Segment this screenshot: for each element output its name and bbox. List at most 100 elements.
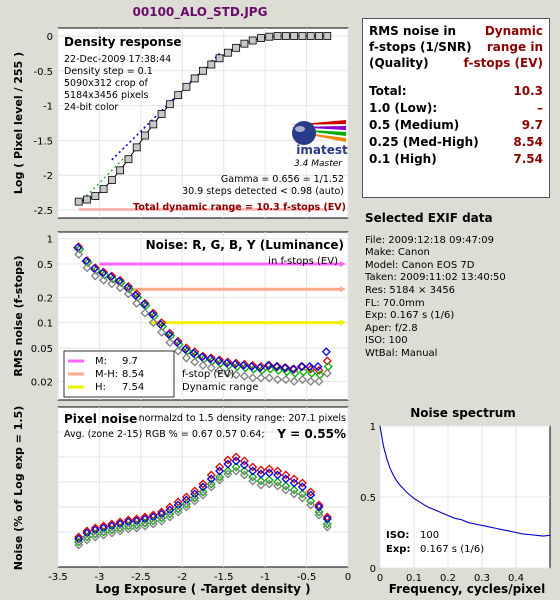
pixel-point-b <box>223 459 233 469</box>
noise-point-b <box>98 268 108 278</box>
density-grid <box>57 28 349 218</box>
pixel-point-y <box>90 532 100 542</box>
pixel-noise-panel: -3.5 -3 -2.5 -2 -1.5 -1 -0.5 0 Pixel noise norm… <box>12 406 351 596</box>
pixel-x-tick-label: -2 <box>177 572 187 583</box>
pixel-point-r <box>273 466 283 476</box>
table-header-row-1: f-stops (1/SNR) range in <box>369 39 543 55</box>
pixel-title: Pixel noise <box>64 412 137 426</box>
pixel-point-g <box>132 520 142 530</box>
noise-point-y <box>314 376 324 386</box>
density-point <box>174 91 183 100</box>
noise-point-y <box>90 271 100 281</box>
spectrum-x-tick-label: 0.2 <box>440 573 456 584</box>
noise-point-b <box>139 299 149 309</box>
exif-line: Res: 5184 × 3456 <box>365 284 456 296</box>
density-point <box>315 32 323 40</box>
table-row-high: 0.1 (High) 7.54 <box>369 151 543 168</box>
noise-point-g <box>216 358 226 368</box>
pixel-point-b <box>248 466 258 476</box>
spectrum-x-tick-label: 0 <box>377 573 383 584</box>
noise-point-y <box>215 365 225 375</box>
pixel-point-g <box>140 518 150 528</box>
pixel-point-y <box>132 523 142 533</box>
density-point <box>182 82 191 91</box>
pixel-point-g <box>99 527 109 537</box>
density-point <box>83 195 91 204</box>
density-point <box>132 143 141 152</box>
pixel-point-y <box>215 475 225 485</box>
pixel-point-g <box>190 493 200 503</box>
table-header-right-1: range in <box>486 40 543 54</box>
exif-block: Selected EXIF data File: 2009:12:18 09:4… <box>365 212 555 361</box>
density-point <box>99 185 108 194</box>
pixel-point-r <box>264 464 274 474</box>
pixel-point-y <box>82 535 92 545</box>
noise-point-b <box>305 362 315 372</box>
spectrum-x-tick-label: 0.3 <box>474 573 490 584</box>
noise-point-y <box>231 370 241 380</box>
noise-point-y <box>165 338 175 348</box>
pixel-point-r <box>99 521 109 531</box>
pixel-point-y <box>165 512 175 522</box>
logo-text: imatest <box>296 143 348 157</box>
pixel-x-tick-label: -1.5 <box>214 572 234 583</box>
pixel-point-y <box>148 519 158 529</box>
legend-value-m: 9.7 <box>122 356 138 367</box>
pixel-point-r <box>306 487 316 497</box>
table-row-med-high: 0.25 (Med-High) 8.54 <box>369 134 543 151</box>
pixel-point-r <box>123 515 133 525</box>
noise-point-b <box>222 358 232 368</box>
pixel-point-g <box>314 507 324 517</box>
noise-point-y <box>140 308 150 318</box>
table-header-left-2: (Quality) <box>369 56 429 70</box>
exif-line: WtBal: Manual <box>365 347 438 359</box>
density-panel: -2.5 -2 -1.5 -1 -0.5 0 Density response 22-De… <box>12 27 349 219</box>
pixel-point-r <box>107 519 117 529</box>
pixel-point-b <box>306 490 316 500</box>
exif-line: ISO: 100 <box>365 335 408 347</box>
pixel-point-r <box>297 478 307 488</box>
density-point <box>91 192 100 200</box>
pixel-x-tick-label: -0.5 <box>297 572 317 583</box>
pixel-point-g <box>173 504 183 514</box>
pixel-point-y <box>306 500 316 510</box>
noise-point-y <box>297 375 307 385</box>
pixel-point-g <box>273 477 283 487</box>
pixel-point-b <box>297 482 307 492</box>
noise-point-y <box>273 375 283 385</box>
exif-line: Make: Canon <box>365 247 430 259</box>
noise-y-ticks: 1 0.5 0.2 0.1 0.05 0.02 <box>31 235 53 389</box>
pixel-point-g <box>206 479 216 489</box>
noise-point-b <box>189 348 199 358</box>
noise-point-y <box>99 275 109 285</box>
pixel-point-y <box>173 507 183 517</box>
legend-label-h: H: <box>95 382 106 393</box>
noise-point-b <box>164 330 174 340</box>
density-point <box>265 32 274 41</box>
noise-point-r <box>281 363 291 373</box>
density-point <box>281 32 290 40</box>
noise-point-y <box>107 279 117 289</box>
pixel-point-y <box>223 469 233 479</box>
noise-point-g <box>257 365 267 375</box>
pixel-x-tick-label: 0 <box>345 572 351 583</box>
pixel-x-tick-label: -2.5 <box>131 572 151 583</box>
noise-point-b <box>272 362 282 372</box>
pixel-point-g <box>157 513 167 523</box>
dr-bar-arrow <box>340 286 346 293</box>
legend-label-m: M: <box>95 356 107 367</box>
pixel-point-g <box>165 509 175 519</box>
table-row-value: 9.7 <box>521 118 543 132</box>
noise-point-g <box>83 257 93 268</box>
noise-point-y <box>206 363 216 373</box>
pixel-point-y <box>107 528 117 538</box>
noise-point-y <box>198 360 208 370</box>
pixel-point-r <box>140 512 150 522</box>
legend-value-h: 7.54 <box>122 382 144 393</box>
pixel-point-y <box>256 480 266 490</box>
noise-point-r <box>264 360 274 370</box>
file-title: 00100_ALO_STD.JPG <box>133 5 268 20</box>
pixel-norm-text: normalzd to 1.5 density range: 207.1 pix… <box>139 413 346 424</box>
pixel-point-y <box>248 476 258 486</box>
pixel-point-g <box>107 525 117 535</box>
